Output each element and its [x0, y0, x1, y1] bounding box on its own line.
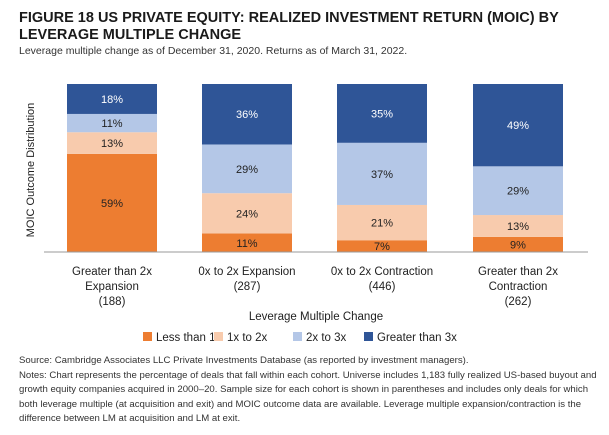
- bar-segment: [473, 236, 563, 252]
- category-label: (287): [234, 281, 261, 293]
- data-label: 7%: [374, 241, 390, 253]
- bar-segment: [337, 204, 427, 241]
- legend-swatch: [214, 332, 223, 341]
- bar-segment: [67, 132, 157, 154]
- legend-swatch: [293, 332, 302, 341]
- category-label: (446): [369, 281, 396, 293]
- bar-segment: [473, 215, 563, 237]
- category-label: 0x to 2x Contraction: [331, 266, 433, 278]
- data-label: 13%: [507, 221, 529, 233]
- data-label: 59%: [101, 198, 123, 210]
- data-label: 11%: [101, 118, 122, 130]
- data-label: 24%: [236, 208, 258, 220]
- data-label: 29%: [236, 164, 258, 176]
- bar-segment: [67, 153, 157, 252]
- data-label: 9%: [510, 239, 526, 251]
- bar-segment: [202, 233, 292, 252]
- figure-title: FIGURE 18 US PRIVATE EQUITY: REALIZED IN…: [19, 10, 559, 43]
- data-label: 18%: [101, 94, 123, 106]
- category-label: 0x to 2x Expansion: [198, 266, 295, 278]
- bar-segment: [67, 84, 157, 114]
- bar-segment: [337, 240, 427, 252]
- category-label: (262): [505, 296, 532, 308]
- notes-text: Notes: Chart represents the percentage o…: [19, 369, 597, 425]
- x-axis-title: Leverage Multiple Change: [249, 311, 383, 323]
- data-label: 29%: [507, 186, 529, 198]
- category-label: Contraction: [489, 281, 548, 293]
- data-label: 36%: [236, 109, 258, 121]
- data-label: 13%: [101, 138, 123, 150]
- data-label: 49%: [507, 120, 529, 132]
- bar-segment: [67, 113, 157, 133]
- category-label: (188): [99, 296, 126, 308]
- data-label: 35%: [371, 108, 393, 120]
- bar-segment: [473, 166, 563, 216]
- category-label: Greater than 2x: [478, 266, 558, 278]
- data-label: 37%: [371, 169, 393, 181]
- bar-segment: [202, 193, 292, 234]
- bar-segment: [202, 144, 292, 194]
- stacked-bar-chart: 59% 13% 11% 18% Greater than 2x Expansion (188…: [25, 84, 588, 344]
- notes: Source: Cambridge Associates LLC Private…: [19, 354, 604, 427]
- source-note: Source: Cambridge Associates LLC Private…: [19, 355, 469, 366]
- bar-segment: [473, 84, 563, 167]
- data-label: 11%: [236, 238, 257, 250]
- legend-swatch: [364, 332, 373, 341]
- category-label: Greater than 2x: [72, 266, 152, 278]
- legend-label: Greater than 3x: [377, 332, 457, 344]
- figure-subtitle: Leverage multiple change as of December …: [19, 45, 408, 57]
- bar-segment: [337, 84, 427, 143]
- y-axis-title: MOIC Outcome Distribution: [25, 103, 37, 237]
- legend-swatch: [143, 332, 152, 341]
- data-label: 21%: [371, 218, 393, 230]
- legend-label: 2x to 3x: [306, 332, 347, 344]
- bar-segment: [202, 84, 292, 145]
- category-label: Expansion: [85, 281, 139, 293]
- bar-segment: [337, 142, 427, 205]
- legend-label: 1x to 2x: [227, 332, 268, 344]
- legend-label: Less than 1x: [156, 332, 221, 344]
